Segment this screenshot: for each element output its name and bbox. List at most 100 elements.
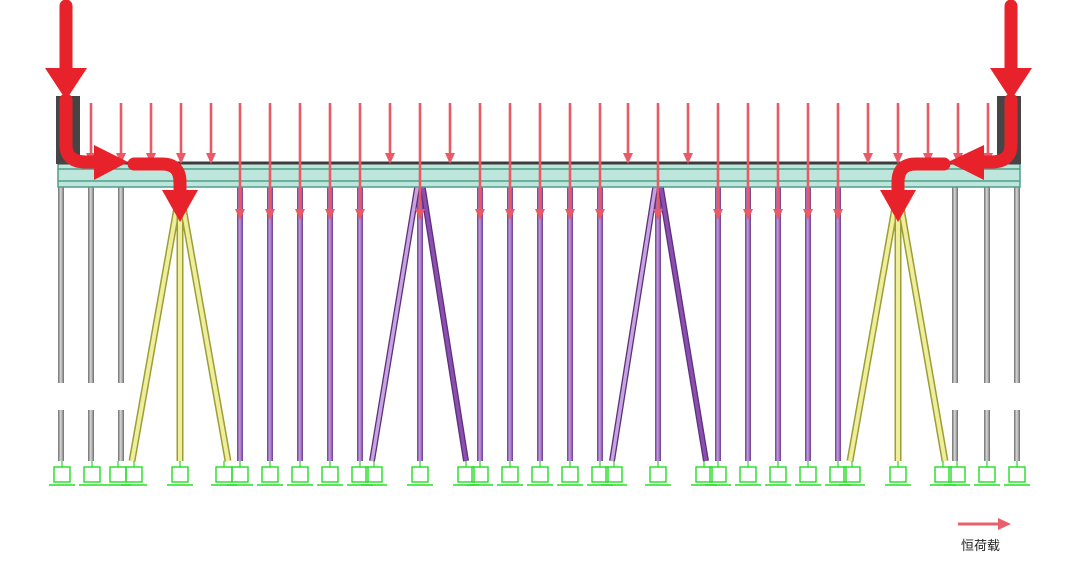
column-break-right [949, 383, 1023, 410]
support-box [321, 466, 339, 483]
support-box [978, 466, 996, 483]
flow-right-corner-path [975, 93, 1018, 169]
top-beam [56, 96, 1021, 188]
dead-load-head [623, 153, 633, 164]
dead-load-head [773, 209, 783, 220]
dead-load-head [235, 209, 245, 220]
purple-brace [370, 169, 422, 462]
dead-load-head [415, 209, 425, 220]
purple-column [775, 187, 781, 461]
grey-column [1014, 187, 1020, 383]
dead-load-head [713, 209, 723, 220]
support-box [261, 466, 279, 483]
support-box [53, 466, 71, 483]
dead-load-head [743, 209, 753, 220]
dead-load-head [833, 209, 843, 220]
dead-load-head [653, 209, 663, 220]
support-box [799, 466, 817, 483]
support-box [769, 466, 787, 483]
purple-column [477, 187, 483, 461]
dead-load-head [505, 209, 515, 220]
purple-column [417, 187, 423, 461]
legend-label: 恒荷载 [961, 539, 1000, 554]
legend: 恒荷载 [958, 518, 1011, 554]
support-box [1008, 466, 1026, 483]
grey-column-lower [1014, 410, 1020, 461]
yellow-column [848, 189, 900, 462]
support-box [171, 466, 189, 483]
yellow-column [130, 189, 182, 462]
support-box [109, 466, 127, 483]
dead-load-head [325, 209, 335, 220]
grey-column-lower [118, 410, 124, 461]
dead-load-head [595, 209, 605, 220]
support-box [411, 466, 429, 483]
yellow-column [178, 189, 230, 462]
purple-column [805, 187, 811, 461]
purple-column [537, 187, 543, 461]
purple-column [327, 187, 333, 461]
dead-load-arrows [86, 103, 993, 220]
purple-column [297, 187, 303, 461]
purple-column [655, 187, 661, 461]
grey-column [118, 187, 124, 383]
purple-column [357, 187, 363, 461]
flow-left-hook-path [127, 157, 187, 199]
dead-load-head [475, 209, 485, 220]
grey-column [88, 187, 94, 383]
flow-left-corner-head [94, 145, 128, 180]
support-box [561, 466, 579, 483]
column-break-left [55, 383, 127, 410]
grey-column [58, 187, 64, 383]
dead-load-head [565, 209, 575, 220]
flow-left-corner-path [59, 93, 103, 169]
grey-column-lower [88, 410, 94, 461]
purple-column [267, 187, 273, 461]
yellow-column [896, 189, 947, 462]
support-box [125, 466, 143, 483]
flow-left-hook-head [162, 190, 198, 222]
support-box [649, 466, 667, 483]
dead-load-head [206, 153, 216, 164]
support-box [231, 466, 249, 483]
purple-column [507, 187, 513, 461]
dead-load-head [445, 153, 455, 164]
grey-column [952, 187, 958, 383]
dead-load-head [265, 209, 275, 220]
supports-group [49, 461, 1030, 486]
support-box [531, 466, 549, 483]
purple-brace [656, 169, 708, 462]
grey-column-lower [984, 410, 990, 461]
legend-arrow-head [998, 518, 1011, 530]
support-box [215, 466, 233, 483]
support-box [83, 466, 101, 483]
dead-load-head [683, 153, 693, 164]
dead-load-head [863, 153, 873, 164]
dead-load-head [295, 209, 305, 220]
purple-column [597, 187, 603, 461]
load-path-arrows [45, 0, 1032, 222]
support-box [291, 466, 309, 483]
dead-load-head [803, 209, 813, 220]
dead-load-head [385, 153, 395, 164]
flow-right-corner-head [948, 145, 984, 180]
dead-load-head [355, 209, 365, 220]
purple-column [745, 187, 751, 461]
dead-load-head [893, 153, 903, 164]
support-box [501, 466, 519, 483]
dead-load-head [535, 209, 545, 220]
grey-column-lower [952, 410, 958, 461]
grey-column-lower [58, 410, 64, 461]
purple-column [567, 187, 573, 461]
purple-column [237, 187, 243, 461]
support-box [889, 466, 907, 483]
columns-group [55, 169, 1023, 462]
support-box [739, 466, 757, 483]
purple-brace [610, 169, 660, 462]
purple-brace [418, 169, 468, 462]
grey-column [984, 187, 990, 383]
purple-column [715, 187, 721, 461]
flow-right-hook-head [880, 190, 916, 222]
dead-load-head [176, 153, 186, 164]
